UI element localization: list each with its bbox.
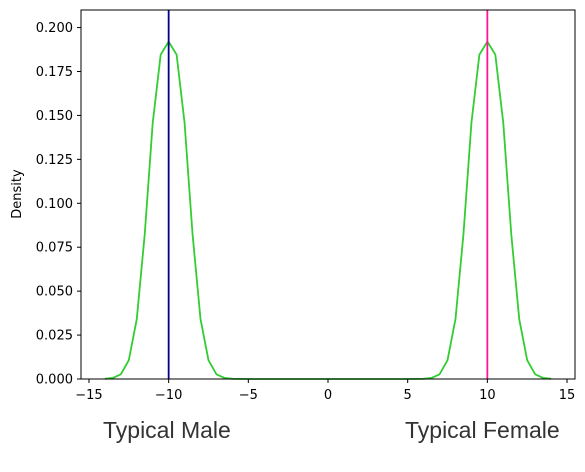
x-tick-label: −15 (75, 388, 102, 403)
x-tick-label: −10 (155, 388, 182, 403)
y-tick-label: 0.200 (36, 21, 73, 36)
typical-male-caption: Typical Male (103, 417, 231, 443)
x-tick-label: 15 (559, 388, 576, 403)
x-tick-label: 10 (479, 388, 496, 403)
y-tick-label: 0.175 (36, 65, 73, 80)
y-tick-label: 0.125 (36, 153, 73, 168)
density-curve (104, 39, 552, 380)
y-tick-label: 0.025 (36, 329, 73, 344)
x-tick-label: −5 (239, 388, 258, 403)
plot-frame (80, 9, 576, 380)
y-tick-label: 0.075 (36, 241, 73, 256)
x-tick-label: 5 (404, 388, 412, 403)
y-tick-label: 0.150 (36, 109, 73, 124)
y-tick-label: 0.000 (36, 373, 73, 388)
typical-female-caption: Typical Female (405, 417, 560, 443)
y-axis-label: Density (10, 169, 25, 219)
y-tick-label: 0.100 (36, 197, 73, 212)
y-tick-label: 0.050 (36, 285, 73, 300)
x-tick-label: 0 (324, 388, 332, 403)
axes: −15 −10 −5 0 5 10 15 0.000 0.025 0.050 0.075 0.100 0… (36, 9, 576, 403)
plot-content (104, 10, 552, 380)
